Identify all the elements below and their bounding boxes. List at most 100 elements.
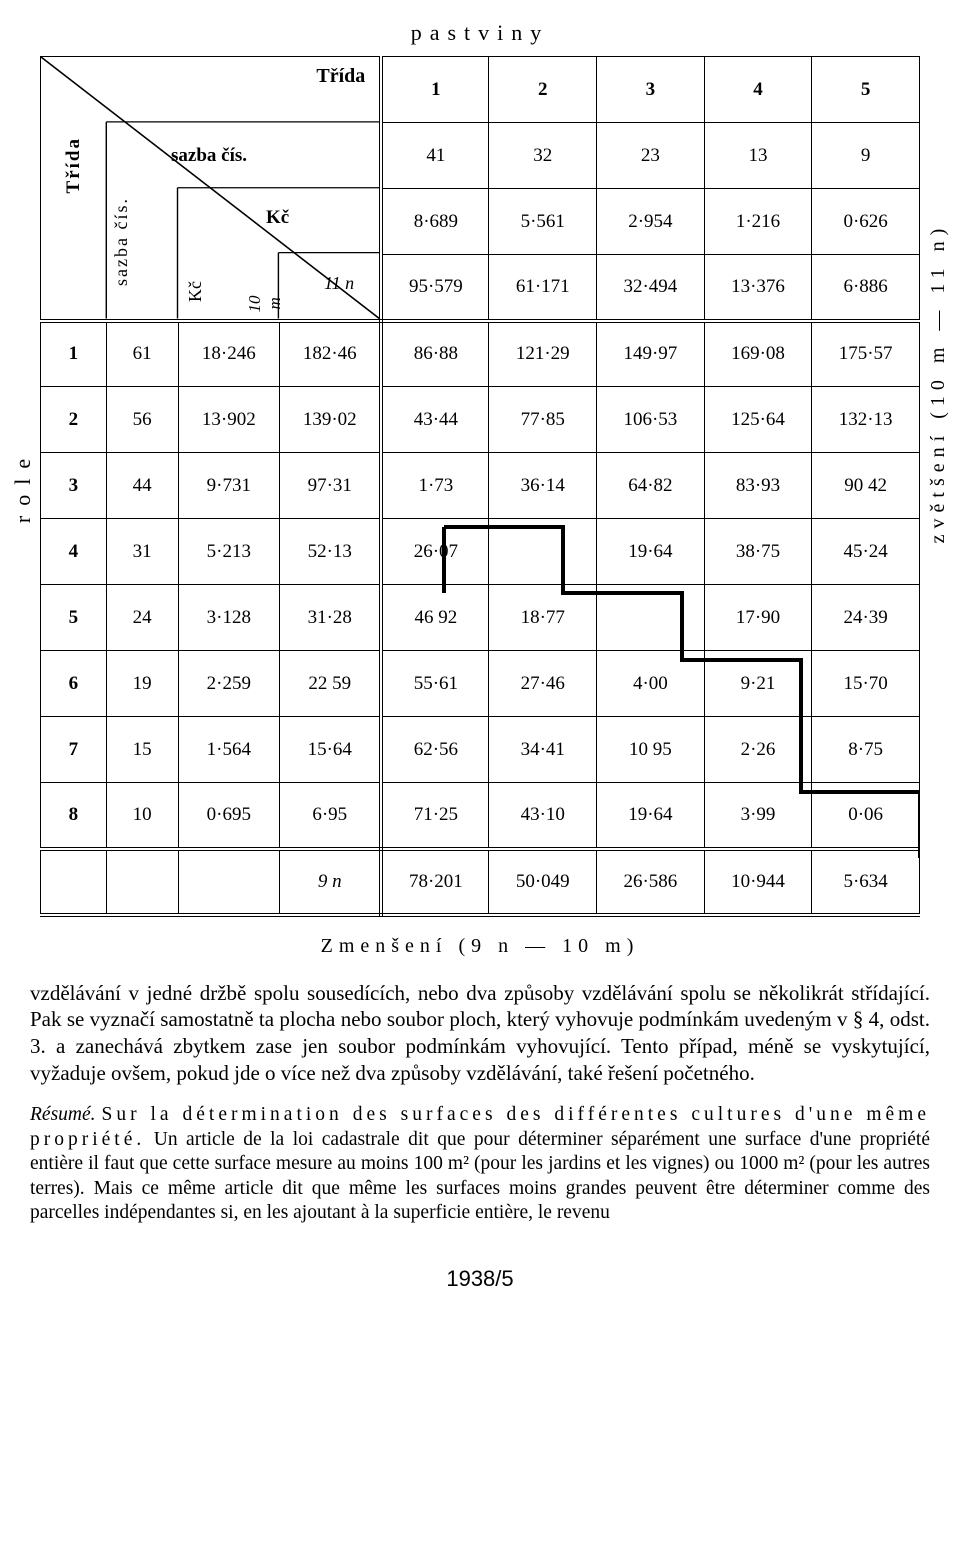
cell: 13·902 (178, 387, 280, 453)
cell: 3·99 (704, 783, 812, 849)
col-hdr-1: 1 (381, 57, 489, 123)
cell: 139·02 (280, 387, 382, 453)
cell: 23 (597, 123, 705, 189)
row-hdr: 8 (41, 783, 107, 849)
hdr-11n: 11 n (324, 273, 354, 294)
label-right: zvětšení (10 m — 11 n) (927, 223, 950, 544)
cell: 0·06 (812, 783, 920, 849)
cell: 43·44 (381, 387, 489, 453)
cell: 3·128 (178, 585, 280, 651)
cell: 15·70 (812, 651, 920, 717)
label-left: role (10, 449, 36, 523)
cell: 2·26 (704, 717, 812, 783)
cell: 78·201 (381, 849, 489, 915)
resume-title: Résumé. (30, 1104, 96, 1125)
cell: 26·586 (597, 849, 705, 915)
hdr-kc-row: Kč (185, 281, 206, 302)
col-hdr-4: 4 (704, 57, 812, 123)
cell: 9·21 (704, 651, 812, 717)
table-row: 4 31 5·213 52·13 26·07 19·64 38·75 45·24 (41, 519, 920, 585)
cell: 13 (704, 123, 812, 189)
main-table: Třída sazba čís. Kč 11 n Třída sazba čís… (40, 56, 920, 917)
cell: 0·626 (812, 189, 920, 255)
cell: 52·13 (280, 519, 382, 585)
table-row: 8 10 0·695 6·95 71·25 43·10 19·64 3·99 0… (41, 783, 920, 849)
cell: 8·75 (812, 717, 920, 783)
cell: 71·25 (381, 783, 489, 849)
cell: 22 59 (280, 651, 382, 717)
cell: 56 (106, 387, 178, 453)
cell: 106·53 (597, 387, 705, 453)
row-hdr: 7 (41, 717, 107, 783)
label-bottom: Zmenšení (9 n — 10 m) (30, 935, 930, 958)
cell: 83·93 (704, 453, 812, 519)
cell: 62·56 (381, 717, 489, 783)
cell: 10·944 (704, 849, 812, 915)
hdr-trida-col: Třída (316, 65, 365, 88)
cell: 15 (106, 717, 178, 783)
cell: 2·259 (178, 651, 280, 717)
table-row: 5 24 3·128 31·28 46 92 18·77 17·90 24·39 (41, 585, 920, 651)
cell (41, 849, 107, 915)
cell: 1·216 (704, 189, 812, 255)
cell: 24·39 (812, 585, 920, 651)
cell: 61·171 (489, 255, 597, 321)
cell: 41 (381, 123, 489, 189)
cell: 55·61 (381, 651, 489, 717)
cell: 149·97 (597, 321, 705, 387)
table-row-9n: 9 n 78·201 50·049 26·586 10·944 5·634 (41, 849, 920, 915)
hdr-sazba-col: sazba čís. (171, 145, 247, 167)
cell: 64·82 (597, 453, 705, 519)
cell: 9·731 (178, 453, 280, 519)
cell (489, 519, 597, 585)
cell: 46 92 (381, 585, 489, 651)
cell: 95·579 (381, 255, 489, 321)
cell: 24 (106, 585, 178, 651)
cell: 125·64 (704, 387, 812, 453)
cell: 10 (106, 783, 178, 849)
cell: 43·10 (489, 783, 597, 849)
cell: 18·246 (178, 321, 280, 387)
cell: 77·85 (489, 387, 597, 453)
row-hdr: 4 (41, 519, 107, 585)
cell: 18·77 (489, 585, 597, 651)
cell: 182·46 (280, 321, 382, 387)
cell: 90 42 (812, 453, 920, 519)
cell (597, 585, 705, 651)
row-hdr: 1 (41, 321, 107, 387)
table-wrap: role zvětšení (10 m — 11 n) Třída (40, 56, 920, 917)
cell: 132·13 (812, 387, 920, 453)
cell: 32 (489, 123, 597, 189)
cell: 9 (812, 123, 920, 189)
cell: 61 (106, 321, 178, 387)
hdr-kc-col: Kč (266, 207, 289, 229)
cell (178, 849, 280, 915)
cell: 34·41 (489, 717, 597, 783)
col-hdr-5: 5 (812, 57, 920, 123)
cell: 5·561 (489, 189, 597, 255)
cell: 86·88 (381, 321, 489, 387)
hdr-sazba-row: sazba čís. (111, 197, 132, 286)
row-hdr: 2 (41, 387, 107, 453)
table-row: 7 15 1·564 15·64 62·56 34·41 10 95 2·26 … (41, 717, 920, 783)
cell: 15·64 (280, 717, 382, 783)
cell: 36·14 (489, 453, 597, 519)
row-hdr: 5 (41, 585, 107, 651)
table-row: 6 19 2·259 22 59 55·61 27·46 4·00 9·21 1… (41, 651, 920, 717)
cell: 19·64 (597, 519, 705, 585)
cell: 31·28 (280, 585, 382, 651)
cell: 4·00 (597, 651, 705, 717)
cell: 13·376 (704, 255, 812, 321)
cell (106, 849, 178, 915)
cell: 45·24 (812, 519, 920, 585)
cell: 44 (106, 453, 178, 519)
resume-body: Un article de la loi cadastrale dit que … (30, 1129, 930, 1224)
table-row: 2 56 13·902 139·02 43·44 77·85 106·53 12… (41, 387, 920, 453)
cell: 32·494 (597, 255, 705, 321)
table-row: 3 44 9·731 97·31 1·73 36·14 64·82 83·93 … (41, 453, 920, 519)
cell: 1·73 (381, 453, 489, 519)
hdr-trida-row: Třída (63, 137, 85, 193)
cell: 8·689 (381, 189, 489, 255)
cell: 1·564 (178, 717, 280, 783)
cell: 31 (106, 519, 178, 585)
